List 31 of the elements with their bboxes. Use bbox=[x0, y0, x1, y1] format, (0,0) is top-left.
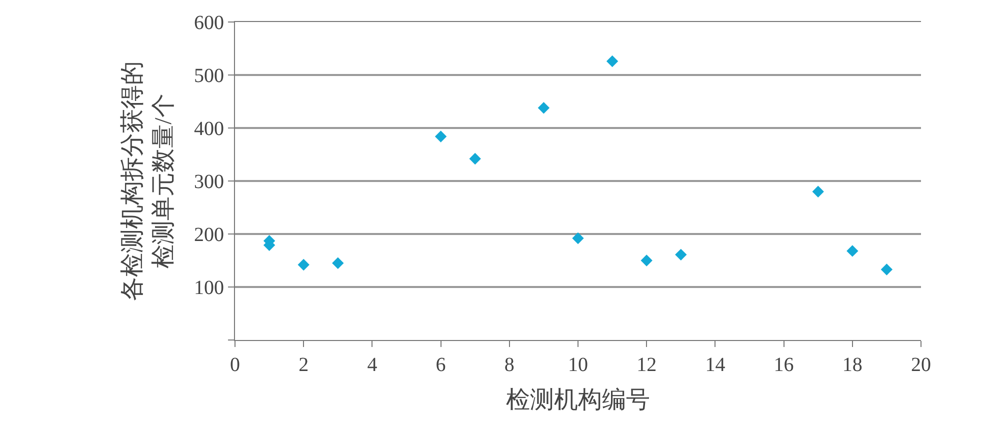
x-tick-label: 14 bbox=[705, 354, 726, 376]
point bbox=[434, 130, 447, 142]
y-tick-label: 500 bbox=[194, 65, 224, 87]
x-tick-label: 8 bbox=[504, 354, 514, 376]
y-tick-label: 400 bbox=[194, 118, 224, 140]
x-tick-label: 6 bbox=[436, 354, 446, 376]
x-axis-title: 检测机构编号 bbox=[506, 386, 650, 414]
point bbox=[675, 248, 687, 261]
point bbox=[332, 257, 344, 269]
x-tick-label: 4 bbox=[367, 354, 378, 376]
y-tick-label: 600 bbox=[194, 12, 224, 34]
y-tick-label: 200 bbox=[194, 224, 224, 246]
x-tick-label: 18 bbox=[842, 354, 862, 376]
y-axis-title: 各检测机构拆分获得的检测单元数量/个 bbox=[120, 61, 178, 301]
point bbox=[298, 258, 310, 271]
point bbox=[880, 264, 893, 276]
point bbox=[812, 186, 824, 198]
x-tick-label: 2 bbox=[298, 354, 309, 376]
x-tick-label: 10 bbox=[568, 354, 588, 376]
point bbox=[606, 55, 618, 68]
y-tick-label: 300 bbox=[194, 171, 224, 193]
point bbox=[640, 254, 652, 266]
point bbox=[469, 152, 481, 165]
point bbox=[572, 232, 584, 244]
x-tick-label: 20 bbox=[911, 354, 931, 376]
y-tick-label: 100 bbox=[194, 277, 224, 299]
point bbox=[846, 245, 858, 257]
x-tick-label: 16 bbox=[774, 354, 794, 376]
point bbox=[538, 102, 550, 114]
x-tick-label: 12 bbox=[636, 354, 657, 376]
x-tick-label: 0 bbox=[230, 354, 240, 376]
